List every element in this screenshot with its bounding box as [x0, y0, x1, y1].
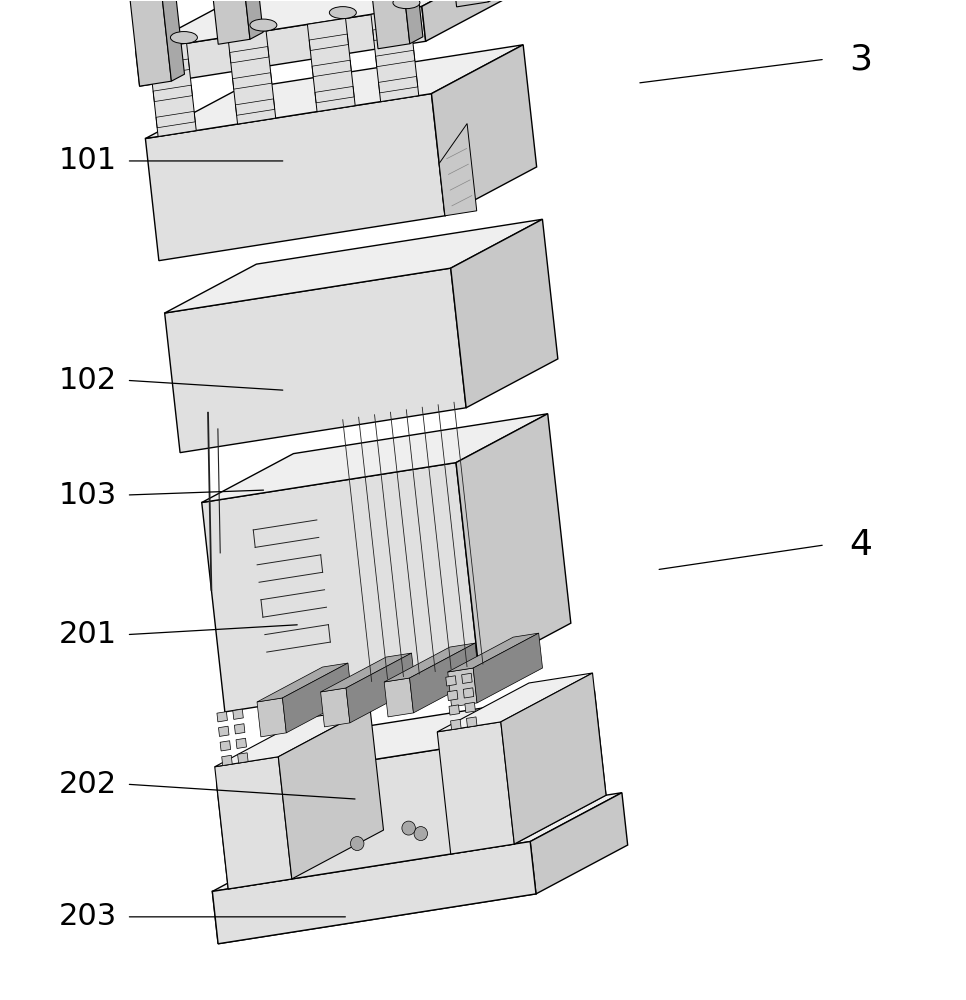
Polygon shape — [217, 712, 227, 722]
Polygon shape — [384, 678, 413, 717]
Polygon shape — [445, 676, 456, 686]
Circle shape — [402, 821, 415, 835]
Polygon shape — [148, 0, 185, 81]
Polygon shape — [228, 31, 275, 124]
Polygon shape — [434, 0, 489, 7]
Polygon shape — [447, 690, 458, 701]
Polygon shape — [321, 688, 350, 727]
Ellipse shape — [170, 32, 197, 44]
Polygon shape — [164, 219, 543, 313]
Polygon shape — [465, 702, 475, 713]
Polygon shape — [473, 633, 543, 703]
Polygon shape — [467, 717, 477, 727]
Ellipse shape — [250, 19, 277, 31]
Polygon shape — [502, 690, 606, 844]
Polygon shape — [278, 708, 384, 879]
Polygon shape — [222, 755, 232, 766]
Polygon shape — [238, 753, 248, 763]
Text: 3: 3 — [849, 42, 872, 76]
Polygon shape — [257, 663, 348, 702]
Polygon shape — [450, 719, 461, 730]
Polygon shape — [500, 673, 606, 844]
Polygon shape — [386, 0, 423, 44]
Polygon shape — [136, 6, 426, 86]
Circle shape — [414, 827, 428, 841]
Polygon shape — [257, 698, 286, 737]
Polygon shape — [422, 0, 518, 41]
Polygon shape — [451, 219, 557, 408]
Text: 201: 201 — [59, 620, 117, 649]
Polygon shape — [464, 688, 473, 698]
Polygon shape — [321, 653, 412, 692]
Polygon shape — [202, 463, 479, 712]
Text: 102: 102 — [59, 366, 117, 395]
Circle shape — [351, 837, 364, 851]
Text: 101: 101 — [59, 146, 117, 175]
Polygon shape — [213, 793, 622, 891]
Polygon shape — [117, 0, 171, 86]
Polygon shape — [371, 8, 418, 102]
Polygon shape — [448, 633, 539, 672]
Polygon shape — [195, 0, 250, 44]
Ellipse shape — [329, 7, 356, 19]
Polygon shape — [448, 668, 477, 707]
Polygon shape — [164, 268, 467, 453]
Polygon shape — [236, 738, 246, 748]
Text: 202: 202 — [59, 770, 117, 799]
Polygon shape — [355, 0, 410, 49]
Text: 103: 103 — [59, 481, 118, 510]
Text: 203: 203 — [59, 902, 118, 931]
Polygon shape — [216, 739, 514, 889]
Polygon shape — [216, 690, 594, 784]
Polygon shape — [220, 741, 231, 751]
Polygon shape — [235, 724, 245, 734]
Polygon shape — [149, 43, 196, 137]
Polygon shape — [218, 726, 229, 736]
Polygon shape — [307, 18, 355, 112]
Polygon shape — [530, 793, 628, 894]
Polygon shape — [432, 45, 537, 216]
Polygon shape — [384, 643, 475, 682]
Polygon shape — [233, 709, 243, 719]
Polygon shape — [136, 0, 514, 51]
Polygon shape — [449, 705, 460, 715]
Polygon shape — [213, 842, 536, 944]
Polygon shape — [227, 0, 263, 39]
Polygon shape — [438, 673, 592, 732]
Polygon shape — [214, 708, 370, 767]
Polygon shape — [438, 722, 514, 854]
Polygon shape — [202, 414, 548, 502]
Polygon shape — [214, 757, 292, 889]
Polygon shape — [462, 673, 472, 683]
Polygon shape — [456, 414, 571, 672]
Polygon shape — [282, 663, 352, 733]
Polygon shape — [146, 94, 445, 261]
Polygon shape — [410, 643, 479, 713]
Text: 4: 4 — [849, 528, 872, 562]
Polygon shape — [213, 842, 536, 944]
Polygon shape — [346, 653, 415, 723]
Polygon shape — [146, 45, 524, 139]
Ellipse shape — [393, 0, 420, 9]
Polygon shape — [466, 0, 501, 2]
Polygon shape — [440, 124, 477, 216]
